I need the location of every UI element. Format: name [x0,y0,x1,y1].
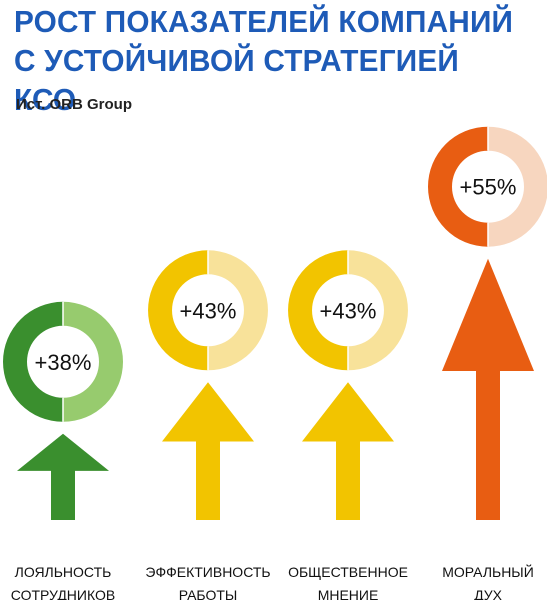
category-label-4-line-2: ДУХ [474,587,503,600]
category-label-2-line-1: ЭФФЕКТИВНОСТЬ [145,564,270,580]
category-label-3-line-2: МНЕНИЕ [318,587,379,600]
donut-light-segment-2 [208,250,268,371]
donut-light-segment-4 [488,126,547,247]
category-label-2-line-2: РАБОТЫ [179,587,238,600]
category-label-3-line-1: ОБЩЕСТВЕННОЕ [288,564,408,580]
arrow-1 [17,433,109,520]
chart-title: РОСТ ПОКАЗАТЕЛЕЙ КОМПАНИЙ С УСТОЙЧИВОЙ С… [14,2,526,119]
donut-main-segment-3 [288,250,348,371]
arrow-4 [442,258,534,520]
value-label-4: +55% [460,175,517,200]
category-label-1-line-1: ЛОЯЛЬНОСТЬ [15,564,112,580]
donut-light-segment-3 [348,250,408,371]
category-label-1-line-2: СОТРУДНИКОВ [11,587,115,600]
donut-hole-3 [313,275,383,346]
category-label-4-line-1: МОРАЛЬНЫЙ [442,563,534,580]
value-label-1: +38% [35,350,92,375]
arrow-2 [162,382,254,520]
value-label-2: +43% [180,298,237,323]
donut-main-segment-2 [148,250,208,371]
donut-main-segment-4 [428,126,488,247]
donut-main-segment-1 [3,301,64,422]
title-line-1: РОСТ ПОКАЗАТЕЛЕЙ КОМПАНИЙ [14,4,514,39]
arrow-3 [302,382,394,520]
donut-light-segment-1 [63,301,124,422]
donut-hole-4 [453,151,523,222]
title-line-2: С УСТОЙЧИВОЙ СТРАТЕГИЕЙ КСО [14,43,459,117]
source-label: Ист. ORB Group [16,96,132,113]
value-label-3: +43% [320,298,377,323]
donut-hole-1 [28,326,98,397]
donut-hole-2 [173,275,243,346]
